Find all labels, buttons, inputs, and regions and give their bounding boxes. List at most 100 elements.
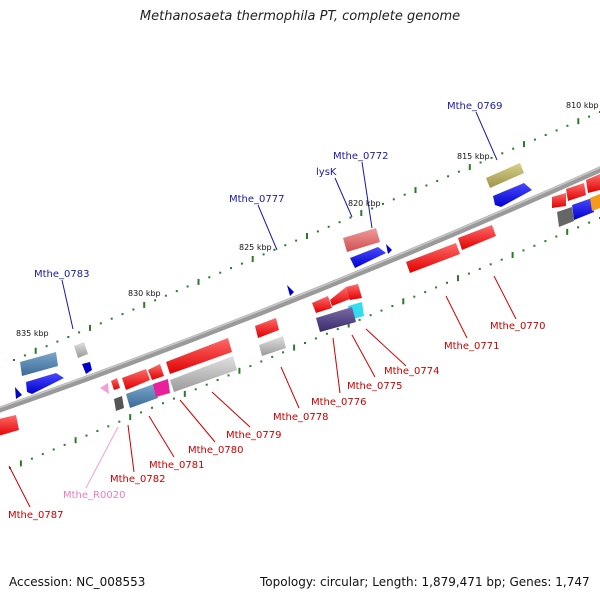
minor-tick xyxy=(413,295,416,298)
minor-tick xyxy=(424,291,427,294)
minor-tick xyxy=(478,267,481,270)
scale-label-830: 830 kbp xyxy=(128,289,161,298)
minor-tick xyxy=(63,443,66,446)
gene-label: Mthe_0770 xyxy=(490,321,546,332)
minor-tick xyxy=(316,230,319,233)
minor-tick xyxy=(52,448,55,451)
minor-tick xyxy=(544,240,547,243)
minor-tick xyxy=(447,175,450,178)
gene-810-a xyxy=(552,193,566,208)
gene-label: Mthe_0779 xyxy=(226,430,282,441)
gene-0769 xyxy=(486,163,524,188)
minor-tick xyxy=(41,453,44,456)
scale-label-820: 820 kbp xyxy=(348,199,381,208)
gene-0776-b xyxy=(312,296,332,313)
major-tick xyxy=(238,367,241,374)
gene-0782-b xyxy=(153,379,170,397)
minor-tick xyxy=(262,253,265,256)
gene-label: Mthe_0776 xyxy=(311,397,367,408)
minor-tick xyxy=(392,198,395,201)
major-tick xyxy=(183,390,186,397)
minor-tick xyxy=(467,272,470,275)
minor-tick xyxy=(121,313,124,316)
minor-tick xyxy=(282,351,285,354)
major-tick xyxy=(566,228,569,235)
major-tick xyxy=(360,210,363,216)
minor-tick xyxy=(295,239,298,242)
minor-tick xyxy=(369,314,372,317)
gene-0772 xyxy=(343,228,380,252)
gene-lysk xyxy=(350,247,386,268)
minor-tick xyxy=(151,406,153,409)
genome-summary-text: Topology: circular; Length: 1,879,471 bp… xyxy=(260,575,590,589)
minor-tick xyxy=(336,328,339,331)
minor-tick xyxy=(380,309,383,312)
gene-label: Mthe_0774 xyxy=(384,366,440,377)
major-tick xyxy=(19,460,22,467)
minor-tick xyxy=(314,337,317,340)
minor-tick xyxy=(107,425,110,428)
minor-tick xyxy=(555,129,558,132)
gene-label: Mthe_0772 xyxy=(333,151,389,162)
gene-0784 xyxy=(20,352,58,376)
minor-tick xyxy=(271,355,274,358)
minor-tick xyxy=(227,374,230,377)
gene-labels-top: Mthe_0769 Mthe_0772 lysK Mthe_0777 Mthe_… xyxy=(34,101,503,280)
gene-810-c xyxy=(586,174,600,193)
minor-tick xyxy=(118,420,121,423)
minor-tick xyxy=(457,170,460,173)
minor-tick xyxy=(403,193,406,196)
accession-text: Accession: NC_008553 xyxy=(9,575,146,589)
gene-0775-b xyxy=(346,284,362,300)
gene-0782-c xyxy=(114,396,124,411)
gene-label: Mthe_0777 xyxy=(229,194,285,205)
minor-tick xyxy=(78,331,81,334)
minor-tick xyxy=(240,262,243,265)
major-tick xyxy=(293,344,296,351)
minor-tick xyxy=(391,305,394,307)
major-tick xyxy=(414,187,417,194)
gene-label: Mthe_0787 xyxy=(8,510,64,521)
major-tick xyxy=(402,298,405,305)
scale-label-815: 815 kbp xyxy=(457,152,490,161)
minor-tick xyxy=(371,207,374,210)
scale-label-825: 825 kbp xyxy=(239,243,272,252)
minor-tick xyxy=(205,383,208,386)
gene-label: Mthe_0780 xyxy=(188,445,244,456)
minor-tick xyxy=(522,249,525,252)
gene-0775 xyxy=(330,287,350,306)
scale-label-810: 810 kbp xyxy=(566,101,599,110)
minor-tick xyxy=(555,235,558,238)
major-tick xyxy=(251,256,254,262)
minor-tick xyxy=(588,221,591,224)
gene-label: Mthe_0771 xyxy=(444,341,500,352)
gene-810-d xyxy=(557,207,574,227)
minor-tick xyxy=(219,271,222,274)
major-tick xyxy=(457,275,459,282)
major-tick xyxy=(74,437,77,444)
minor-tick xyxy=(13,359,15,361)
minor-tick xyxy=(30,457,33,460)
minor-tick xyxy=(140,411,143,414)
gene-0769-b xyxy=(493,183,532,207)
minor-tick xyxy=(327,225,330,228)
gene-0770 xyxy=(458,225,496,250)
minor-tick xyxy=(85,434,88,437)
gene-0778-b xyxy=(259,336,286,356)
gene-0783-gray xyxy=(74,342,88,358)
gene-label: lysK xyxy=(316,167,337,178)
minor-tick xyxy=(304,342,306,344)
gene-810-f xyxy=(590,194,600,211)
minor-tick xyxy=(489,263,492,266)
minor-tick xyxy=(566,124,569,127)
gene-0782 xyxy=(126,384,158,408)
forward-genes xyxy=(15,163,600,399)
minor-tick xyxy=(501,152,504,155)
minor-tick xyxy=(273,248,276,251)
minor-tick xyxy=(230,267,232,270)
minor-tick xyxy=(216,379,219,381)
gene-0771 xyxy=(406,243,460,273)
minor-tick xyxy=(446,281,448,284)
scale-labels: 810 kbp 815 kbp 820 kbp 825 kbp 830 kbp … xyxy=(16,101,599,338)
